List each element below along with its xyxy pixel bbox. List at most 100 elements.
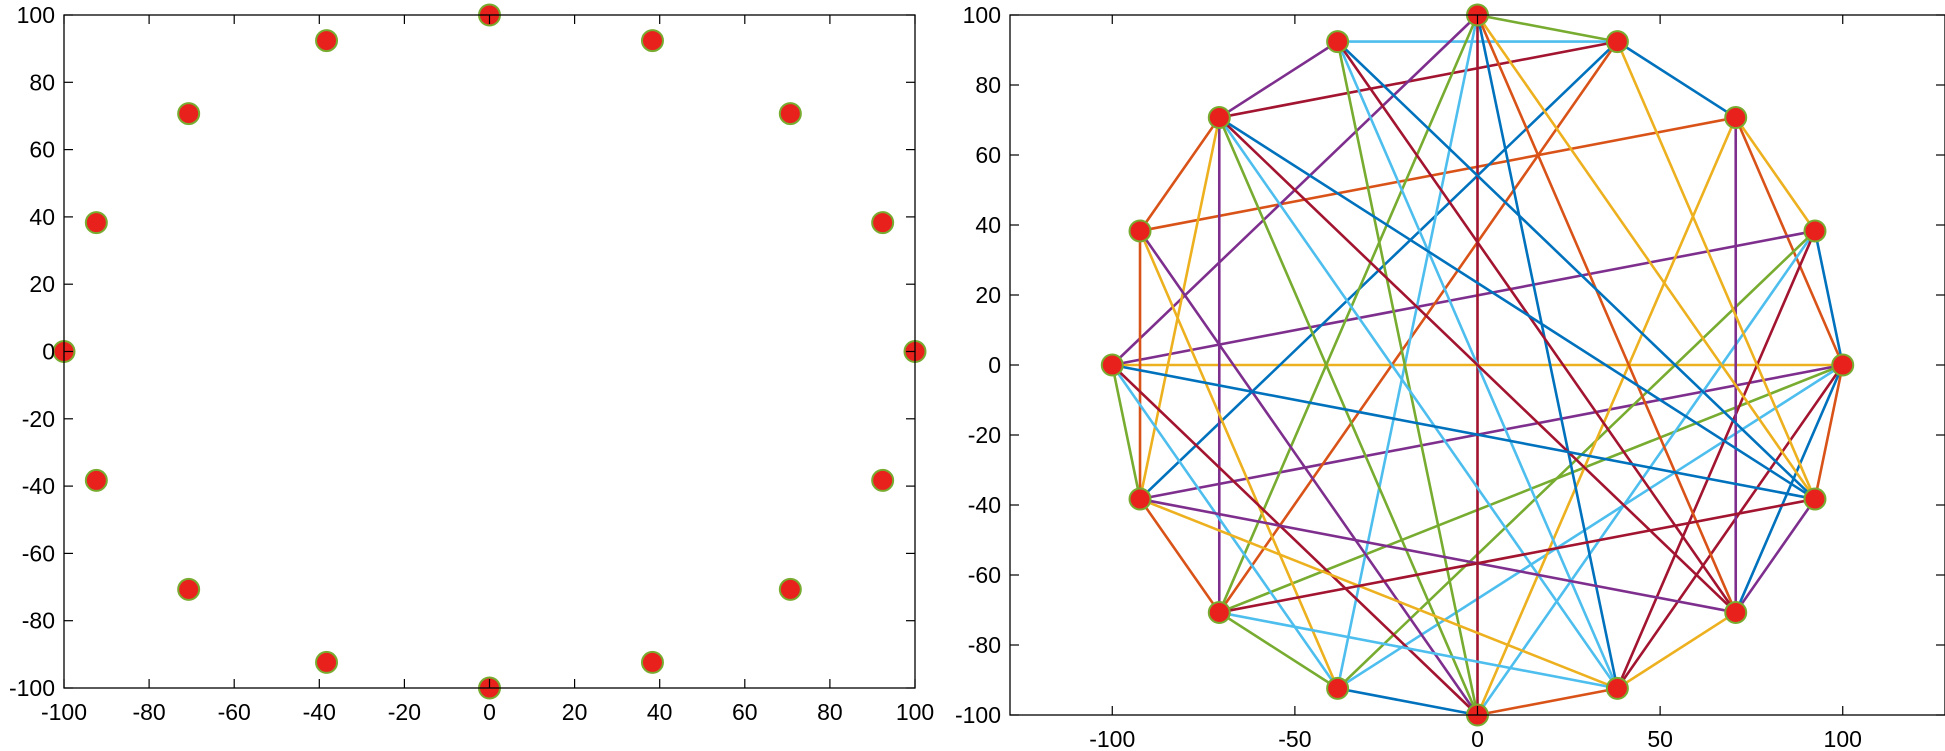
x-tick-label: -100	[41, 699, 87, 725]
x-tick-label: 80	[817, 699, 843, 725]
y-tick-label: 20	[29, 271, 55, 297]
network-edge	[1616, 229, 1817, 690]
network-edge	[1110, 363, 1142, 501]
network-node	[1128, 219, 1152, 243]
scatter-point	[778, 577, 802, 601]
y-tick-label: 60	[29, 137, 55, 163]
scatter-point	[315, 29, 339, 53]
scatter-tick-labels: -100 -80 -60 -40 -20 0 20 40 60 80 100 -100 -80 -60 -4…	[9, 2, 934, 725]
network-edge	[1734, 116, 1845, 367]
network-node	[1803, 487, 1827, 511]
network-node	[1128, 487, 1152, 511]
y-tick-label: 80	[975, 72, 1001, 98]
scatter-ticks	[63, 14, 916, 689]
network-edge	[1336, 40, 1817, 501]
x-tick-label: -40	[303, 699, 336, 725]
scatter-point	[778, 102, 802, 126]
y-tick-label: 40	[975, 212, 1001, 238]
network-ticks	[1010, 14, 1945, 716]
x-tick-label: -50	[1278, 726, 1311, 751]
network-edge	[1476, 687, 1619, 717]
network-node	[1605, 676, 1629, 700]
scatter-point	[640, 29, 664, 53]
scatter-point	[84, 468, 108, 492]
network-edge	[1616, 611, 1738, 690]
network-edge	[1138, 363, 1845, 501]
x-tick-label: -60	[218, 699, 251, 725]
network-node	[1724, 106, 1748, 130]
network-edge	[1217, 611, 1619, 690]
network-node	[1605, 30, 1629, 54]
scatter-point	[84, 211, 108, 235]
network-edges	[1110, 13, 1845, 717]
network-edge	[1616, 40, 1817, 501]
network-edge	[1110, 363, 1339, 690]
y-tick-label: -100	[955, 702, 1001, 728]
scatter-point	[177, 577, 201, 601]
network-edge	[1734, 116, 1817, 233]
network-edge	[1217, 116, 1817, 501]
network-edge	[1336, 13, 1479, 690]
network-edge	[1813, 363, 1845, 501]
y-tick-label: 100	[963, 2, 1001, 28]
y-tick-label: -80	[968, 632, 1001, 658]
x-tick-label: 0	[1471, 726, 1484, 751]
scatter-point	[871, 468, 895, 492]
network-edge	[1138, 116, 1738, 233]
network-edge	[1217, 40, 1619, 614]
network-edge	[1217, 611, 1339, 690]
y-tick-label: -20	[968, 422, 1001, 448]
network-node	[1326, 30, 1350, 54]
network-node	[1207, 600, 1231, 624]
x-tick-label: 50	[1647, 726, 1673, 751]
network-edge	[1217, 497, 1817, 614]
network-edge	[1138, 497, 1619, 690]
scatter-points	[52, 3, 927, 700]
y-tick-label: 0	[42, 339, 55, 365]
y-tick-label: 0	[988, 352, 1001, 378]
network-node	[1326, 676, 1350, 700]
network-edge	[1476, 13, 1619, 43]
network-edge	[1138, 116, 1221, 501]
x-tick-label: 20	[562, 699, 588, 725]
y-tick-label: -20	[22, 406, 55, 432]
network-tick-labels: -100 -50 0 50 100 -100 -80 -60 -40 -20 0 20 40 60 80 10…	[955, 2, 1862, 751]
network-node	[1207, 106, 1231, 130]
x-tick-label: 60	[732, 699, 758, 725]
y-tick-label: 60	[975, 142, 1001, 168]
network-edge	[1217, 40, 1339, 119]
scatter-point	[871, 211, 895, 235]
network-edge	[1110, 229, 1817, 367]
y-tick-label: 40	[29, 204, 55, 230]
x-tick-label: -80	[132, 699, 165, 725]
network-edge	[1813, 229, 1845, 367]
network-edge	[1734, 363, 1845, 614]
network-edge	[1217, 40, 1619, 119]
network-edge	[1616, 40, 1738, 119]
scatter-point	[177, 102, 201, 126]
network-edge	[1336, 40, 1738, 614]
network-edge	[1734, 497, 1817, 614]
network-edge	[1336, 40, 1479, 717]
y-tick-label: 20	[975, 282, 1001, 308]
network-edge	[1110, 363, 1479, 717]
y-tick-label: -40	[22, 473, 55, 499]
scatter-point	[640, 650, 664, 674]
y-tick-label: -40	[968, 492, 1001, 518]
network-edge	[1476, 13, 1738, 614]
network-edge	[1138, 116, 1221, 233]
network-edge	[1616, 363, 1845, 690]
y-tick-label: -60	[22, 540, 55, 566]
network-edge	[1110, 363, 1817, 501]
network-node	[1724, 600, 1748, 624]
network-edge	[1476, 229, 1817, 717]
network-edge	[1138, 497, 1221, 614]
network-edge	[1138, 229, 1479, 717]
network-edge	[1336, 687, 1479, 717]
scatter-panel: -100 -80 -60 -40 -20 0 20 40 60 80 100 -100 -80 -60 -4…	[9, 2, 934, 725]
network-panel: -100 -50 0 50 100 -100 -80 -60 -40 -20 0 20 40 60 80 10…	[955, 2, 1945, 751]
network-edge	[1138, 497, 1738, 614]
x-tick-label: -20	[388, 699, 421, 725]
network-node	[1803, 219, 1827, 243]
